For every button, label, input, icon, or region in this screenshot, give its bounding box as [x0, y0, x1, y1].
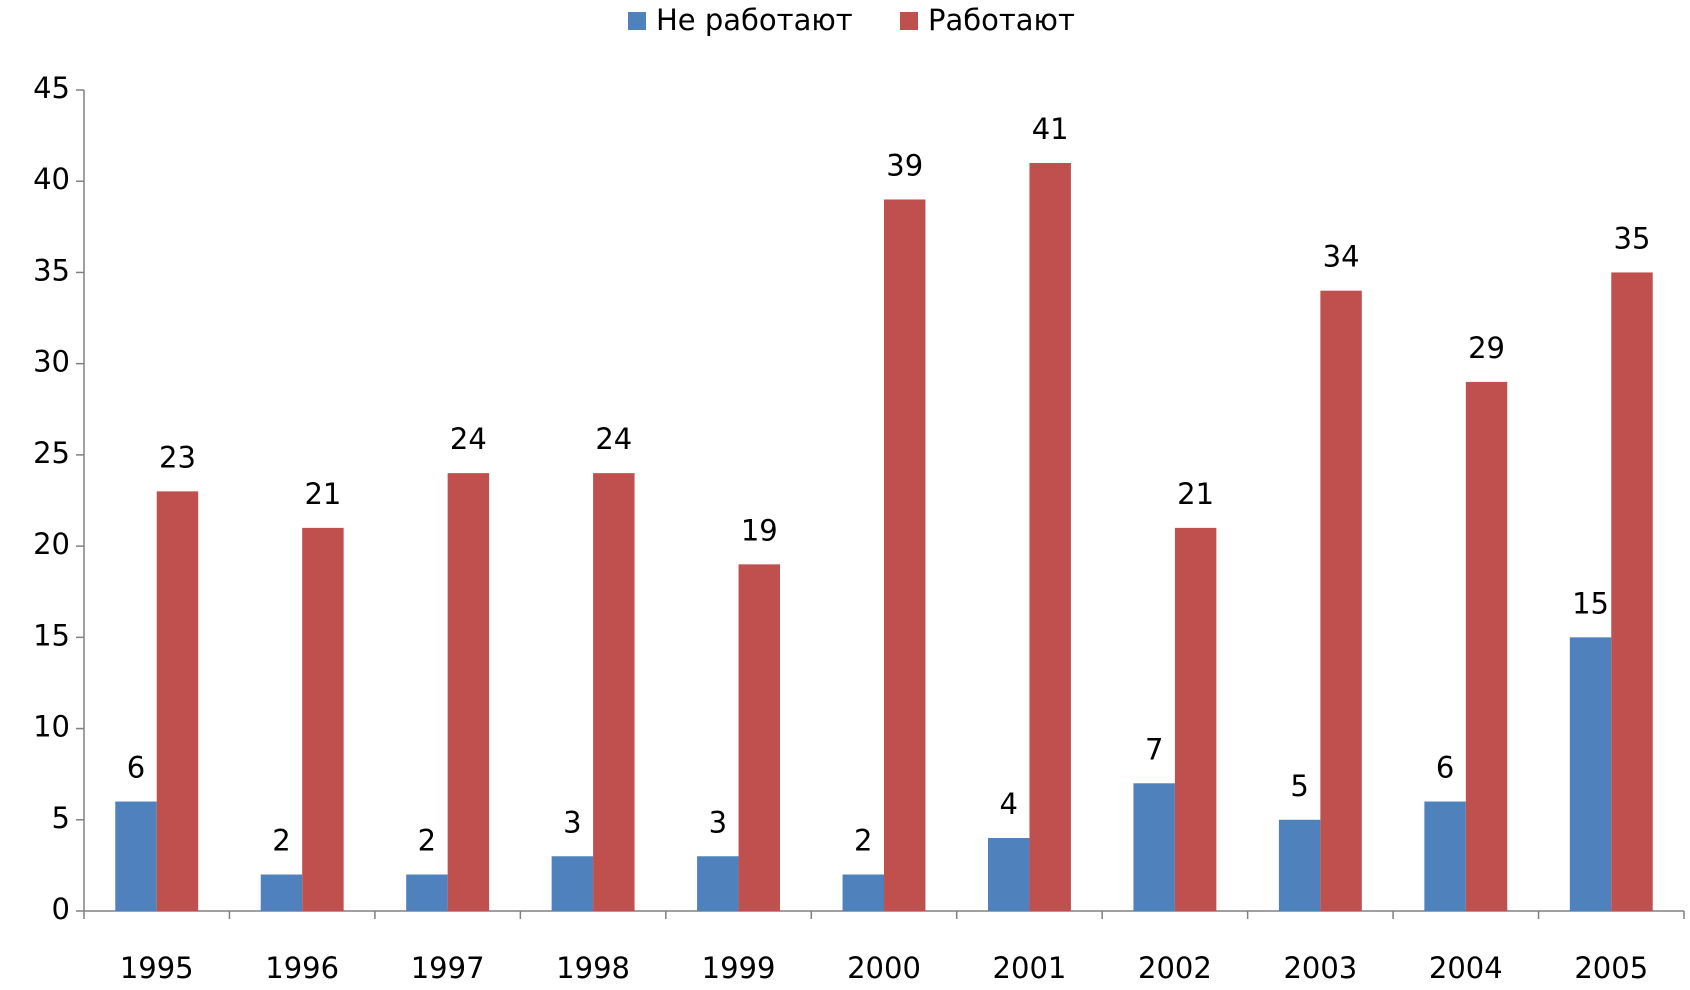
data-label: 24: [595, 422, 632, 456]
x-tick-label: 2001: [993, 951, 1067, 985]
bar: [697, 856, 739, 911]
x-tick-label: 2004: [1429, 951, 1503, 985]
bar: [1133, 783, 1175, 911]
x-tick-label: 2003: [1283, 951, 1357, 985]
y-tick-label: 35: [33, 253, 70, 287]
x-tick-label: 1997: [411, 951, 485, 985]
bar: [1465, 381, 1508, 911]
bar: [1569, 637, 1612, 911]
bar: [988, 838, 1030, 911]
y-tick-label: 45: [33, 71, 70, 105]
y-tick-label: 40: [33, 162, 70, 196]
bar: [1278, 819, 1321, 911]
bar: [842, 874, 884, 911]
bar: [1029, 162, 1071, 911]
bar: [1320, 290, 1362, 911]
x-tick-label: 1999: [702, 951, 776, 985]
bar: [551, 856, 594, 911]
data-label: 7: [1145, 732, 1163, 766]
data-label: 15: [1572, 586, 1609, 620]
data-label: 41: [1032, 112, 1069, 146]
data-label: 19: [741, 513, 778, 547]
data-label: 6: [127, 751, 145, 785]
data-label: 3: [709, 805, 727, 839]
y-tick-label: 0: [52, 892, 70, 926]
data-label: 6: [1436, 751, 1454, 785]
y-tick-label: 20: [33, 527, 70, 561]
data-label: 23: [159, 440, 196, 474]
bar: [1424, 801, 1466, 911]
data-label: 21: [304, 477, 341, 511]
x-tick-label: 2000: [847, 951, 921, 985]
data-label: 24: [450, 422, 487, 456]
bar: [1611, 272, 1653, 911]
bar: [447, 473, 490, 911]
bar: [738, 564, 780, 911]
data-label: 29: [1468, 331, 1505, 365]
bar: [406, 874, 448, 911]
data-label: 2: [854, 824, 872, 858]
x-tick-label: 1995: [120, 951, 194, 985]
x-tick-label: 1996: [265, 951, 339, 985]
x-tick-label: 1998: [556, 951, 630, 985]
bar: [302, 527, 344, 911]
bar: [156, 491, 199, 911]
data-label: 34: [1323, 240, 1360, 274]
data-label: 5: [1290, 769, 1308, 803]
bar: [593, 473, 635, 911]
data-label: 2: [418, 824, 436, 858]
y-tick-label: 30: [33, 345, 70, 379]
bar: [260, 874, 303, 911]
bar: [1174, 527, 1217, 911]
y-tick-label: 15: [33, 618, 70, 652]
y-tick-label: 5: [52, 801, 70, 835]
x-tick-label: 2005: [1574, 951, 1648, 985]
data-label: 39: [886, 148, 923, 182]
legend-label: Работают: [928, 3, 1075, 37]
bar: [884, 199, 926, 911]
data-label: 35: [1614, 221, 1651, 255]
x-tick-label: 2002: [1138, 951, 1212, 985]
legend-swatch: [900, 12, 918, 30]
data-label: 4: [1000, 787, 1018, 821]
legend-swatch: [628, 12, 646, 30]
legend-label: Не работают: [656, 3, 853, 37]
bar: [115, 801, 157, 911]
data-label: 3: [563, 805, 581, 839]
data-label: 2: [272, 824, 290, 858]
y-tick-label: 25: [33, 436, 70, 470]
data-label: 21: [1177, 477, 1214, 511]
y-tick-label: 10: [33, 710, 70, 744]
